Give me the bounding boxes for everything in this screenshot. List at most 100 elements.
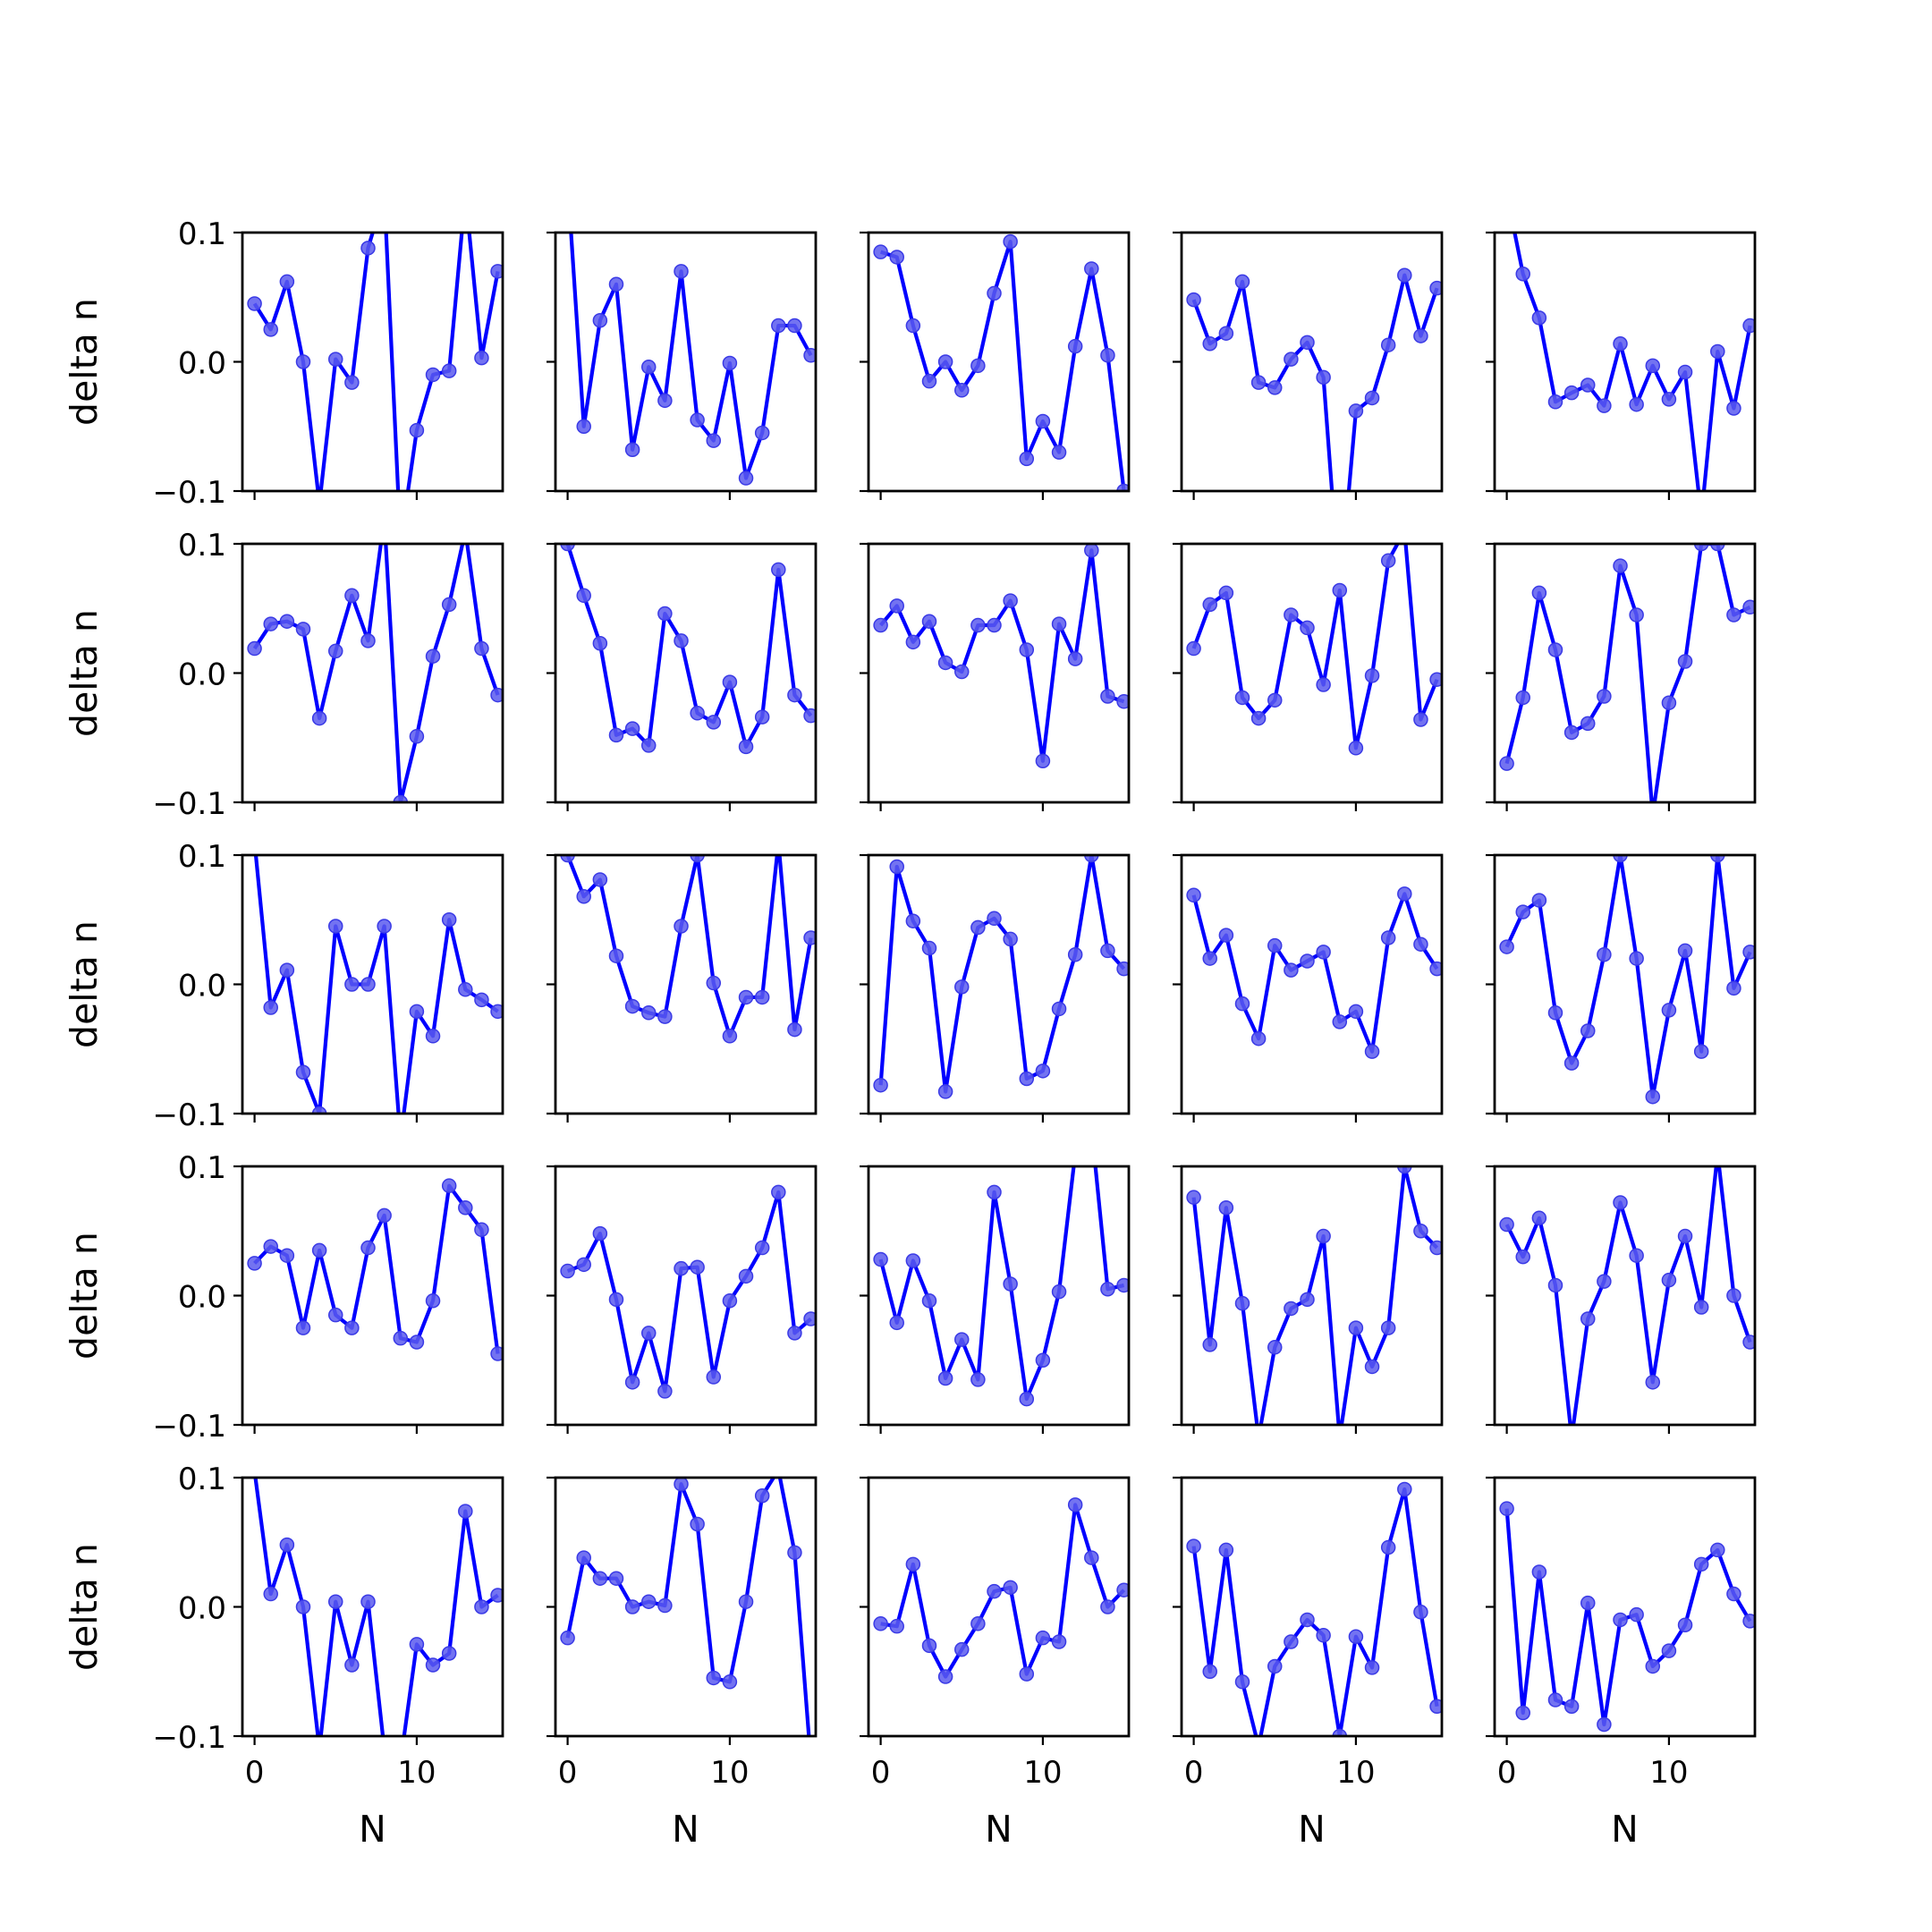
x-tick-label: 10 — [1649, 1755, 1688, 1791]
data-point — [1316, 945, 1331, 960]
plot-area — [1499, 1501, 1755, 1733]
plot-area — [560, 1478, 811, 1736]
plot-area — [247, 233, 503, 491]
subplot-r2-c3 — [860, 542, 1131, 811]
data-point — [1413, 328, 1428, 343]
data-point — [490, 687, 503, 703]
series-line — [1191, 1166, 1439, 1425]
data-point — [987, 911, 1002, 927]
subplot-r1-c3 — [860, 231, 1131, 500]
data-point — [1547, 1277, 1563, 1293]
data-point — [657, 606, 673, 622]
series-line — [566, 1190, 812, 1394]
y-axis-label: delta n — [63, 298, 106, 426]
data-point — [425, 648, 441, 664]
data-point — [1726, 401, 1741, 416]
data-point — [787, 1545, 802, 1561]
data-point — [1661, 695, 1677, 710]
data-point — [608, 276, 624, 292]
data-point — [1515, 1705, 1530, 1721]
data-point — [921, 1638, 937, 1654]
plot-area — [1186, 886, 1442, 1059]
data-point — [937, 1084, 953, 1099]
data-point — [1051, 445, 1067, 460]
data-point — [1003, 931, 1018, 947]
y-tick-label: 0.1 — [178, 1150, 226, 1186]
data-point — [474, 640, 489, 657]
y-axis-label: delta n — [63, 609, 106, 737]
series-line — [1191, 1487, 1439, 1736]
data-point — [1267, 692, 1283, 708]
data-point — [409, 729, 425, 744]
data-point — [624, 442, 640, 458]
data-point — [690, 855, 705, 863]
data-point — [1380, 1539, 1396, 1555]
data-point — [1267, 1658, 1283, 1674]
data-point — [592, 1571, 608, 1586]
x-axis-label: N — [1611, 1808, 1639, 1851]
plot-area — [247, 1178, 503, 1361]
data-point — [1726, 980, 1741, 996]
data-point — [1613, 336, 1628, 352]
y-tick-label: −0.1 — [152, 475, 226, 511]
data-point — [954, 1332, 970, 1347]
subplot-r4-c1: −0.1 0.0 0.1 delta n — [63, 1150, 504, 1445]
subplot-r1-c5 — [1486, 231, 1757, 500]
data-point — [1531, 310, 1547, 326]
data-point — [657, 1384, 673, 1399]
series-line — [252, 544, 500, 802]
data-point — [1186, 1190, 1201, 1205]
subplot-r4-c3 — [860, 1165, 1131, 1434]
data-point — [1234, 996, 1250, 1012]
plot-area — [1499, 544, 1755, 802]
data-point — [1597, 689, 1612, 704]
data-point — [1499, 939, 1514, 954]
data-point — [1348, 1629, 1364, 1644]
data-point — [1300, 953, 1315, 969]
data-point — [1084, 544, 1099, 558]
data-point — [1300, 1292, 1315, 1308]
data-point — [1397, 1481, 1412, 1497]
data-point — [1710, 343, 1725, 360]
data-point — [641, 1326, 657, 1341]
data-point — [690, 1516, 705, 1532]
series-line — [1191, 892, 1439, 1054]
subplot-r5-c3: 0 10 N — [860, 1476, 1131, 1851]
series-line — [253, 1183, 500, 1354]
data-point — [263, 322, 278, 337]
subplot-grid: −0.1 0.0 0.1 delta n −0.1 0.0 0.1 delta n −0.1 0.… — [63, 216, 1757, 1851]
subplot-r2-c4 — [1173, 542, 1444, 811]
data-point — [738, 739, 754, 755]
data-point — [608, 948, 624, 963]
data-point — [1531, 893, 1547, 908]
data-point — [641, 738, 657, 753]
data-point — [937, 354, 953, 369]
data-point — [560, 855, 575, 863]
y-tick-label: 0.0 — [178, 346, 226, 382]
plot-area — [1513, 233, 1755, 491]
data-point — [1677, 364, 1693, 380]
data-point — [1051, 1634, 1067, 1649]
data-point — [1035, 1352, 1051, 1368]
data-point — [1645, 1375, 1661, 1390]
data-point — [328, 352, 343, 367]
data-point — [1348, 1320, 1364, 1335]
data-point — [279, 274, 295, 290]
subplot-r1-c2 — [547, 231, 818, 500]
data-point — [1742, 1614, 1755, 1629]
data-point — [1597, 947, 1612, 962]
data-point — [754, 1487, 770, 1504]
data-point — [425, 1293, 441, 1309]
data-point — [954, 383, 970, 398]
data-point — [247, 1256, 262, 1271]
data-point — [954, 664, 970, 680]
data-point — [803, 348, 816, 363]
data-point — [1267, 937, 1283, 953]
data-point — [344, 977, 360, 992]
data-point — [889, 859, 904, 875]
data-point — [1332, 1728, 1348, 1736]
data-point — [1629, 607, 1644, 623]
data-point — [690, 706, 705, 721]
data-point — [1284, 1634, 1299, 1649]
series-line — [878, 548, 1125, 763]
